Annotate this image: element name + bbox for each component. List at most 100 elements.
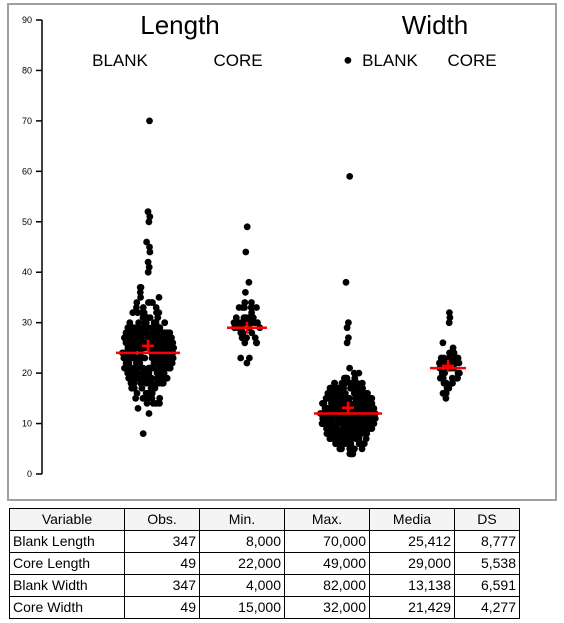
data-point [454, 369, 462, 377]
data-point [163, 374, 171, 382]
label-length-blank: BLANK [92, 51, 148, 70]
data-point [144, 258, 152, 266]
data-point [161, 359, 169, 367]
data-point [328, 420, 336, 427]
data-point [145, 410, 153, 417]
data-point [165, 329, 172, 337]
y-tick-label: 70 [22, 116, 32, 126]
data-point [350, 415, 358, 422]
data-point [331, 425, 339, 432]
y-tick-label: 80 [22, 65, 32, 75]
cell-media: 29,000 [369, 552, 455, 575]
data-point [143, 400, 151, 407]
data-point [145, 369, 153, 377]
data-point [338, 440, 346, 448]
data-point [338, 394, 346, 402]
cell-min: 22,000 [199, 552, 285, 575]
data-point [327, 384, 334, 392]
data-point [366, 405, 374, 412]
data-point [443, 384, 451, 392]
data-point [240, 314, 248, 321]
data-point [144, 324, 152, 332]
data-point [137, 284, 145, 291]
data-point [153, 369, 161, 377]
data-point [157, 364, 165, 372]
label-length-core: CORE [213, 51, 262, 70]
data-point [144, 268, 152, 276]
y-tick-label: 60 [22, 166, 32, 176]
data-point [134, 374, 141, 382]
data-point [136, 359, 143, 367]
data-point [134, 364, 142, 372]
data-point [230, 319, 238, 327]
data-point [342, 278, 350, 286]
data-point [335, 384, 343, 392]
data-points [119, 57, 463, 458]
group-title-width: Width [402, 10, 468, 40]
data-point [445, 319, 453, 327]
group-title-length: Length [140, 10, 220, 40]
col-header-obs: Obs. [124, 508, 200, 531]
data-point [455, 359, 463, 367]
data-point [349, 425, 357, 432]
data-point [358, 445, 366, 453]
y-tick-label: 50 [22, 217, 32, 227]
data-point [242, 289, 249, 296]
data-point [354, 394, 361, 402]
cell-obs: 49 [124, 596, 200, 619]
data-point [323, 405, 331, 412]
data-point [445, 354, 453, 362]
data-point [138, 309, 146, 316]
data-point [440, 379, 448, 387]
cell-obs: 347 [124, 530, 200, 553]
data-point [332, 430, 340, 437]
col-header-ds: DS [454, 508, 520, 531]
data-point [143, 238, 151, 246]
label-width-blank: BLANK [362, 51, 418, 70]
col-header-max: Max. [284, 508, 370, 531]
data-point [331, 405, 339, 412]
data-point [131, 339, 139, 347]
data-point [149, 299, 156, 306]
data-point [129, 324, 137, 332]
data-point [154, 314, 162, 321]
data-point [248, 309, 256, 316]
col-header-min: Min. [199, 508, 285, 531]
dot-plot: 0 10 20 30 40 50 60 70 80 90 Length Width BLANK C… [7, 3, 557, 501]
data-point [152, 324, 160, 332]
data-point [438, 369, 446, 377]
data-point [123, 339, 130, 347]
data-point [362, 435, 370, 443]
data-point [149, 364, 157, 372]
data-point [237, 354, 245, 362]
data-point [129, 309, 137, 316]
data-point [446, 349, 453, 357]
data-point [154, 374, 161, 382]
y-axis: 0 10 20 30 40 50 60 70 80 90 [22, 15, 43, 479]
data-point [349, 450, 357, 458]
y-tick-label: 0 [27, 469, 32, 479]
data-point [323, 430, 331, 437]
data-point [121, 364, 128, 372]
data-point [363, 415, 371, 422]
data-point [146, 248, 154, 256]
data-point [123, 359, 131, 367]
data-point [335, 435, 343, 443]
data-point [156, 394, 164, 402]
data-point [350, 369, 358, 377]
data-point [139, 304, 147, 311]
data-point [319, 420, 327, 427]
data-point [148, 354, 156, 362]
cell-variable: Core Width [9, 596, 125, 619]
data-point [245, 314, 253, 321]
data-point [247, 304, 255, 311]
data-point [343, 324, 351, 332]
data-point [124, 369, 132, 377]
data-point [248, 329, 256, 337]
data-point [139, 430, 147, 437]
cell-min: 15,000 [199, 596, 285, 619]
data-point [338, 389, 346, 397]
col-header-variable: Variable [9, 508, 125, 531]
data-point [243, 334, 250, 342]
data-point [343, 339, 351, 347]
